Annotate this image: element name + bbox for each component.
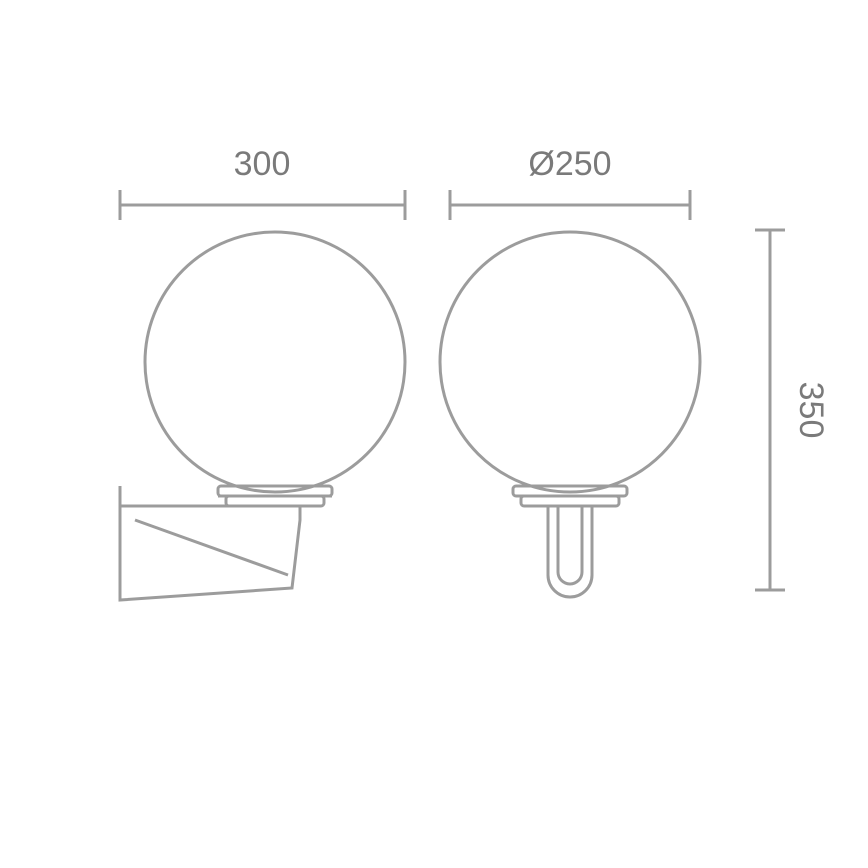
dim-height: 350: [755, 230, 830, 590]
dim-diameter: Ø250: [450, 145, 690, 220]
dim-diameter-label: Ø250: [528, 145, 611, 183]
side-bracket: [120, 506, 300, 600]
side-view: [120, 232, 405, 600]
side-globe: [145, 232, 405, 492]
front-view: [440, 232, 700, 597]
dim-height-label: 350: [792, 382, 830, 439]
dim-width-label: 300: [234, 145, 291, 183]
front-globe: [440, 232, 700, 492]
dim-width: 300: [120, 145, 405, 220]
technical-drawing: 300 Ø250 350: [0, 0, 868, 868]
